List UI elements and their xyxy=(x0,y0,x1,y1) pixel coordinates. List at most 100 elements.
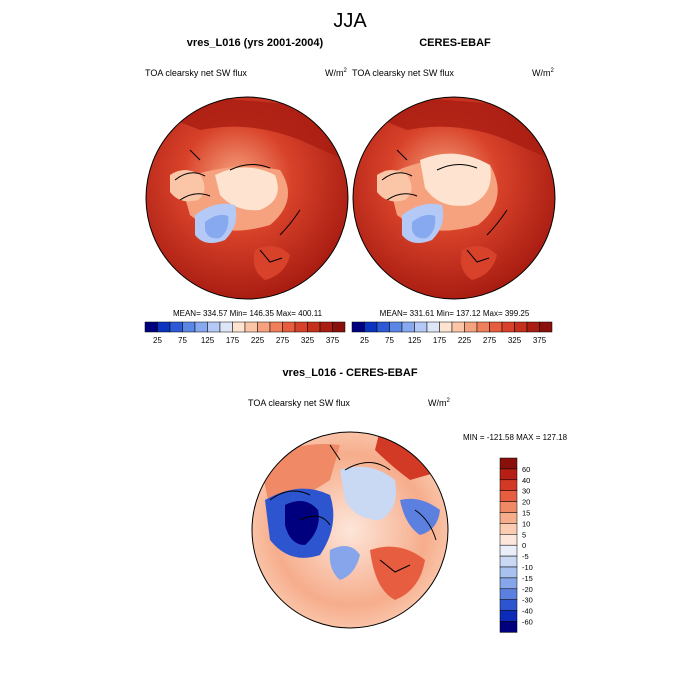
panel3-colorbar-cell xyxy=(499,610,518,622)
panel2-colorbar-cell xyxy=(464,321,478,333)
panel1-colorbar-cell xyxy=(282,321,296,333)
panel1-units-sup: 2 xyxy=(343,68,347,74)
panel2-map xyxy=(353,97,555,299)
panel1-units: W/m2 xyxy=(325,68,347,78)
panel1-colorbar-cell xyxy=(307,321,321,333)
panel3-colorbar-cell xyxy=(499,457,518,470)
panel3-field-label: TOA clearsky net SW flux xyxy=(248,398,350,408)
panel1-colorbar-cell xyxy=(157,321,171,333)
panel3-colorbar-tick-label: -20 xyxy=(522,585,533,594)
panel1-stats: MEAN= 334.57 Min= 146.35 Max= 400.11 xyxy=(172,309,323,318)
panel2-colorbar-cell xyxy=(501,321,515,333)
panel2-ocean-shade xyxy=(357,98,552,160)
panel1-colorbar-tick-label: 275 xyxy=(276,336,290,345)
panel3-arctic-cool xyxy=(340,466,396,520)
panel3-colorbar-cell xyxy=(499,479,518,491)
panel1-ocean-shade xyxy=(150,98,345,160)
panel3-coastlines xyxy=(269,444,437,573)
panel1-colorbar-cell xyxy=(207,321,221,333)
main-title: JJA xyxy=(333,10,367,32)
panel2-colorbar: 25 75 125 175 225 275 325 375 xyxy=(351,321,553,345)
panel3-colorbar-cell xyxy=(499,468,518,481)
panel3-colorbar-tick-label: -40 xyxy=(522,607,533,616)
panel1-colorbar-tick-label: 75 xyxy=(178,336,187,345)
panel3-map-border xyxy=(251,431,449,629)
panel1-colorbar-cell xyxy=(169,321,183,333)
panel3-colorbar-cell xyxy=(499,490,518,502)
panel1-colorbar-cell xyxy=(319,321,333,333)
panel2-coastlines xyxy=(381,149,508,263)
panel1-colorbar-tick-label: 25 xyxy=(153,336,162,345)
panel3-colorbar-tick-label: 40 xyxy=(522,476,530,485)
panel3-colorbar-tick-label: 60 xyxy=(522,465,530,474)
panel2-colorbar-cell xyxy=(489,321,503,333)
panel3-atlantic-warm xyxy=(370,546,425,600)
panel2-colorbar-cell xyxy=(389,321,403,333)
panel2-colorbar-tick-label: 375 xyxy=(533,336,547,345)
panel3-colorbar-cell xyxy=(499,621,518,633)
panel3-colorbar-cell xyxy=(499,588,518,600)
panel2-field-label: TOA clearsky net SW flux xyxy=(352,68,454,78)
panel3-colorbar-cell xyxy=(499,544,518,557)
panel3-colorbar-cell xyxy=(499,555,518,568)
panel1-greenland-core xyxy=(205,214,229,239)
panel2-units-sup: 2 xyxy=(550,68,554,74)
panel2-canada-islands xyxy=(377,170,412,202)
panel2-map-border xyxy=(352,96,556,300)
panel1-units-text: W/m xyxy=(325,68,344,78)
panel3-colorbar-tick-label: -30 xyxy=(522,596,533,605)
panel1-colorbar-tick-label: 375 xyxy=(326,336,340,345)
panel1-colorbar-cell xyxy=(257,321,271,333)
panel2-colorbar-tick-label: 25 xyxy=(360,336,369,345)
panel1-colorbar: 25 75 125 175 225 275 325 375 xyxy=(144,321,346,345)
panel1-colorbar-cell xyxy=(219,321,233,333)
panel2-colorbar-cell xyxy=(539,321,553,333)
panel1-colorbar-cell xyxy=(332,321,346,333)
panel3-colorbar-cell xyxy=(499,534,518,546)
panel1-canada-islands xyxy=(170,170,205,202)
panel3-units: W/m2 xyxy=(428,398,450,408)
panel1-colorbar-cell xyxy=(269,321,283,333)
panel2-units-text: W/m xyxy=(532,68,551,78)
panel3-colorbar-cell xyxy=(499,566,518,579)
panel1-colorbar-tick-label: 175 xyxy=(226,336,240,345)
panel2-colorbar-cell xyxy=(401,321,415,333)
panel2-stats: MEAN= 331.61 Min= 137.12 Max= 399.25 xyxy=(379,309,530,318)
panel3-units-text: W/m xyxy=(428,398,447,408)
panel1-colorbar-cell xyxy=(294,321,308,333)
panel2-colorbar-cell xyxy=(439,321,453,333)
panel3-colorbar-cell xyxy=(499,599,518,611)
panel3-colorbar-tick-label: 15 xyxy=(522,509,530,518)
panel3-stats: MIN = -121.58 MAX = 127.18 xyxy=(463,433,568,442)
panel3-colorbar-cell xyxy=(499,512,518,524)
panel2-colorbar-cell xyxy=(514,321,528,333)
panel2-europe xyxy=(460,246,497,280)
panel1-colorbar-tick-label: 125 xyxy=(201,336,215,345)
panel1-colorbar-cell xyxy=(232,321,246,333)
panel1-colorbar-cell xyxy=(194,321,208,333)
panel1-field-label: TOA clearsky net SW flux xyxy=(145,68,247,78)
panel2-colorbar-tick-label: 175 xyxy=(433,336,447,345)
panel2-title: CERES-EBAF xyxy=(419,37,491,49)
panel2-greenland-core xyxy=(412,214,436,239)
panel1-europe xyxy=(253,246,290,280)
panel3-colorbar-tick-label: 10 xyxy=(522,519,530,528)
panel2-colorbar-cell xyxy=(351,321,365,333)
panel3-greenland-cool xyxy=(329,546,360,580)
panel3-colorbar-tick-label: 30 xyxy=(522,487,530,496)
panel3-colorbar-tick-label: -60 xyxy=(522,618,533,627)
panel2-colorbar-cell xyxy=(451,321,465,333)
panel1-colorbar-cell xyxy=(182,321,196,333)
panel2-colorbar-tick-label: 275 xyxy=(483,336,497,345)
panel1-coastlines xyxy=(174,149,301,263)
panel3-title: vres_L016 - CERES-EBAF xyxy=(282,367,418,379)
panel1-title: vres_L016 (yrs 2001-2004) xyxy=(186,37,324,49)
panel2-units: W/m2 xyxy=(532,68,554,78)
panel2-colorbar-cell xyxy=(376,321,390,333)
panel3-colorbar-cell xyxy=(499,501,518,513)
panel3-colorbar-tick-label: 0 xyxy=(522,541,526,550)
panel3-colorbar-cell xyxy=(499,523,518,535)
panel2-colorbar-cell xyxy=(476,321,490,333)
